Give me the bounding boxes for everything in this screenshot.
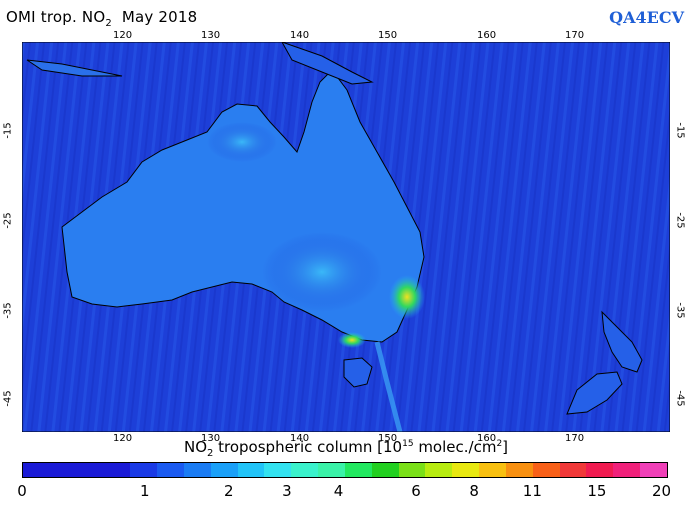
- colorbar-title: NO2 tropospheric column [1015 molec./cm2…: [183, 438, 509, 459]
- lat-tick-right: -35: [674, 302, 686, 319]
- colorbar-label: 20: [651, 482, 672, 500]
- ship-track: [374, 341, 403, 433]
- colorbar-swatch: [344, 463, 372, 477]
- colorbar-label: 8: [469, 482, 479, 500]
- colorbar-label: 0: [17, 482, 27, 500]
- lon-tick-top: 140: [290, 30, 310, 41]
- colorbar-label: 6: [411, 482, 421, 500]
- lat-tick-left: -45: [2, 390, 14, 407]
- southeast-glow: [262, 232, 382, 312]
- papua-new-guinea: [280, 41, 374, 85]
- colorbar-label: 2: [223, 482, 234, 500]
- colorbar: [22, 462, 668, 478]
- lon-tick-bottom: 130: [201, 433, 221, 444]
- colorbar-swatch: [183, 463, 211, 477]
- colorbar-swatch: [318, 463, 345, 477]
- lon-tick-top: 130: [201, 30, 221, 41]
- sydney-hotspot: [389, 275, 425, 319]
- lat-tick-right: -25: [674, 212, 686, 229]
- colorbar-swatch: [264, 463, 292, 477]
- new-zealand-south: [566, 371, 623, 415]
- indonesia: [26, 59, 123, 77]
- lon-tick-top: 120: [113, 30, 133, 41]
- lon-tick-bottom: 170: [565, 433, 585, 444]
- colorbar-swatch: [291, 463, 319, 477]
- lon-tick-bottom: 160: [477, 433, 497, 444]
- no2-map: [21, 41, 671, 433]
- new-zealand: [601, 310, 643, 373]
- melbourne-hotspot: [338, 332, 366, 348]
- colorbar-label: 3: [282, 482, 292, 500]
- colorbar-swatch: [23, 463, 50, 477]
- colorbar-swatch: [532, 463, 560, 477]
- lon-tick-top: 150: [378, 30, 398, 41]
- lon-tick-top: 160: [477, 30, 497, 41]
- lon-tick-bottom: 140: [290, 433, 310, 444]
- north-glow: [207, 122, 277, 162]
- colorbar-label: 11: [522, 482, 542, 500]
- colorbar-swatch: [505, 463, 533, 477]
- lat-tick-left: -25: [2, 212, 14, 229]
- colorbar-swatch: [559, 463, 587, 477]
- colorbar-swatch: [237, 463, 265, 477]
- colorbar-swatch: [49, 463, 77, 477]
- colorbar-swatch: [479, 463, 506, 477]
- lon-tick-top: 170: [565, 30, 585, 41]
- colorbar-label: 15: [587, 482, 607, 500]
- lon-tick-bottom: 120: [113, 433, 133, 444]
- colorbar-label: 4: [333, 482, 344, 500]
- lat-tick-left: -15: [2, 122, 14, 139]
- lat-tick-left: -35: [2, 302, 14, 319]
- map-canvas: [21, 41, 671, 433]
- lat-tick-right: -15: [674, 122, 686, 139]
- colorbar-swatch: [452, 463, 480, 477]
- colorbar-swatch: [371, 463, 399, 477]
- colorbar-swatch: [613, 463, 641, 477]
- colorbar-swatch: [210, 463, 238, 477]
- lat-tick-right: -45: [674, 390, 686, 407]
- colorbar-label: 1: [139, 482, 150, 500]
- colorbar-swatch: [103, 463, 131, 477]
- colorbar-swatch: [640, 463, 667, 477]
- colorbar-swatch: [425, 463, 453, 477]
- colorbar-swatch: [398, 463, 426, 477]
- colorbar-swatch: [157, 463, 184, 477]
- colorbar-swatch: [76, 463, 104, 477]
- lon-tick-bottom: 150: [378, 433, 398, 444]
- colorbar-labels: 0 1 2 3 4 6 8 11 15 20: [17, 482, 672, 502]
- tasmania: [343, 357, 373, 388]
- colorbar-swatch: [130, 463, 158, 477]
- brand-logo: QA4ECV: [609, 8, 684, 27]
- map-title: OMI trop. NO2 May 2018: [6, 8, 198, 29]
- colorbar-swatch: [586, 463, 614, 477]
